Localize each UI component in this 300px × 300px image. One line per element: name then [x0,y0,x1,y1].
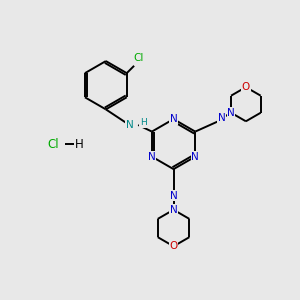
Text: N: N [227,108,235,118]
Text: H: H [140,118,147,127]
Text: N: N [218,113,226,123]
Text: O: O [242,82,250,92]
Text: Cl: Cl [133,53,144,63]
Text: H: H [75,138,84,151]
Text: N: N [170,114,177,124]
Text: Cl: Cl [47,138,58,151]
Text: N: N [170,205,177,215]
Text: N: N [191,152,199,162]
Text: N: N [148,152,156,162]
Text: O: O [169,241,178,251]
Text: N: N [125,120,133,130]
Text: N: N [170,190,177,201]
